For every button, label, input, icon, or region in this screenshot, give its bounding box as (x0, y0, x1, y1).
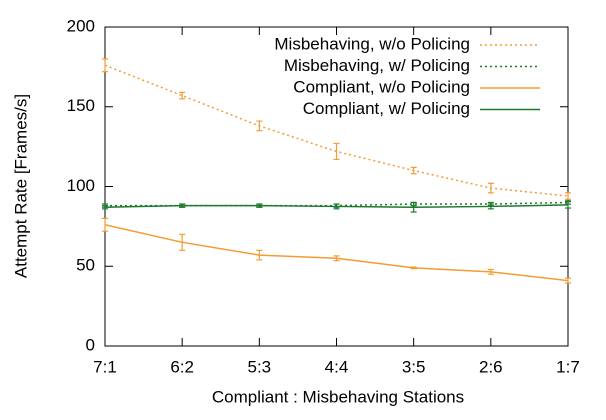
error-bar (179, 203, 186, 208)
error-bar (487, 182, 494, 194)
y-tick-label: 50 (76, 256, 95, 275)
x-tick-label: 4:4 (325, 357, 349, 376)
x-tick-label: 2:6 (479, 357, 503, 376)
error-bar (333, 142, 340, 160)
x-tick-label: 3:5 (402, 357, 426, 376)
error-bar (179, 91, 186, 100)
error-bar (102, 217, 108, 232)
error-bar (102, 58, 108, 73)
x-tick-label: 1:7 (556, 357, 580, 376)
error-bar (333, 255, 340, 262)
error-bar (565, 277, 571, 284)
error-bar (487, 203, 494, 210)
legend-label: Compliant, w/ Policing (303, 99, 470, 118)
error-bar (256, 249, 263, 261)
y-tick-label: 100 (67, 176, 95, 195)
error-bar (410, 266, 417, 270)
error-bar (256, 120, 263, 132)
x-tick-label: 7:1 (93, 357, 117, 376)
error-bar (487, 268, 494, 275)
error-bar (333, 203, 340, 210)
error-bar (565, 192, 571, 200)
error-bar (102, 205, 108, 210)
legend-label: Compliant, w/o Policing (293, 77, 470, 96)
legend-label: Misbehaving, w/ Policing (284, 56, 470, 75)
error-bar (410, 201, 417, 213)
y-axis-label: Attempt Rate [Frames/s] (11, 94, 30, 278)
error-bar (565, 201, 571, 209)
x-tick-label: 5:3 (248, 357, 272, 376)
error-bar (179, 233, 186, 251)
x-axis-label: Compliant : Misbehaving Stations (212, 387, 464, 406)
y-tick-label: 200 (67, 16, 95, 35)
y-tick-label: 150 (67, 96, 95, 115)
series-line (104, 224, 569, 282)
error-bar (410, 166, 417, 175)
y-tick-label: 0 (86, 335, 95, 354)
x-tick-label: 6:2 (170, 357, 194, 376)
legend-label: Misbehaving, w/o Policing (274, 34, 470, 53)
error-bar (256, 203, 263, 208)
